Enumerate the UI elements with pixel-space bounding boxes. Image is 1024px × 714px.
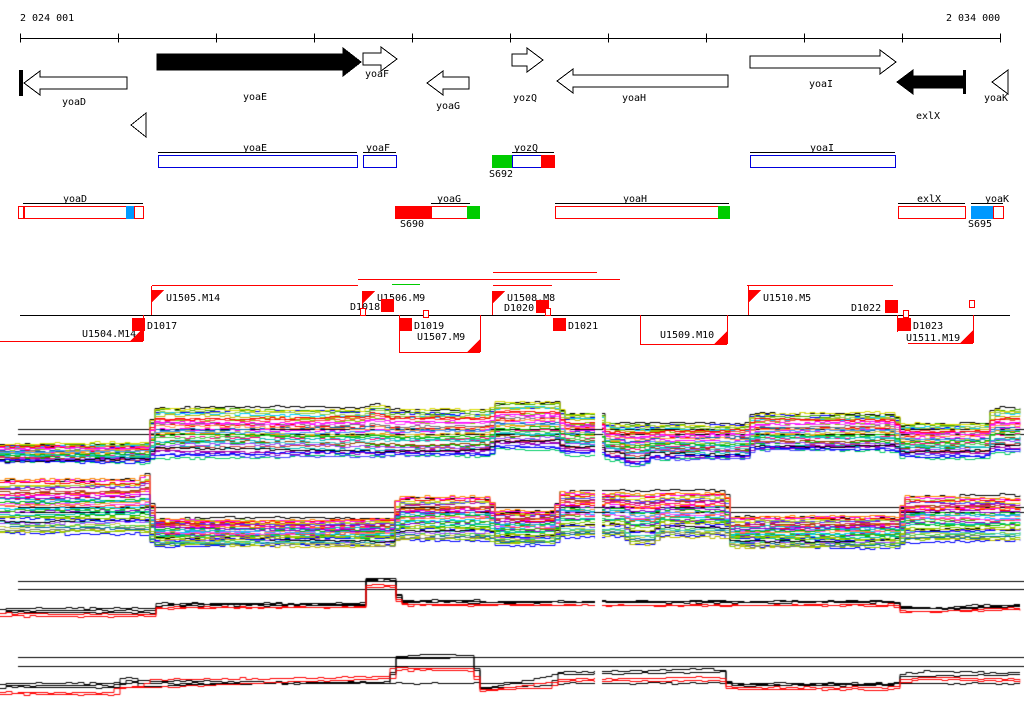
annotation-box-yoaD[interactable] (18, 206, 24, 219)
annotation-box-yozQ[interactable] (541, 155, 555, 168)
signal-label-S695: S695 (968, 219, 992, 230)
gene-label-yoaI: yoaI (809, 79, 833, 90)
baseline-tick (903, 310, 909, 318)
break-label-D1021: D1021 (568, 321, 598, 332)
gene-label-exlX: exlX (916, 111, 940, 122)
gene-arrow-yoaF[interactable] (362, 46, 398, 72)
annotation-box-yoaG[interactable] (431, 206, 468, 219)
annotation-box-yoaE[interactable] (158, 155, 358, 168)
segment-label-U1504.M14: U1504.M14 (82, 329, 136, 340)
annotation-label-yozQ: yozQ (514, 143, 538, 154)
gene-label-yozQ: yozQ (513, 93, 537, 104)
annotation-label-yoaE: yoaE (243, 143, 267, 154)
gene-label-yoaF: yoaF (365, 69, 389, 80)
break-label-D1017: D1017 (147, 321, 177, 332)
annotation-label-exlX: exlX (917, 194, 941, 205)
gene-arrow-yoaK[interactable] (991, 69, 1009, 95)
gene-label-yoaG: yoaG (436, 101, 460, 112)
break-marker-D1017[interactable] (132, 318, 145, 331)
segment-flag-U1506.M9[interactable] (362, 291, 375, 304)
annotation-label-yoaG: yoaG (437, 194, 461, 205)
segment-flag-U1510.M5[interactable] (748, 290, 761, 303)
gene-arrow-small[interactable] (130, 111, 147, 139)
break-label-D1018: D1018 (350, 302, 380, 313)
break-label-D1020: D1020 (504, 303, 534, 314)
segment-flag-U1508.M8[interactable] (492, 291, 505, 304)
annotation-box-exlX[interactable] (898, 206, 966, 219)
annotation-box-yoaD[interactable] (24, 206, 127, 219)
break-label-D1019: D1019 (414, 321, 444, 332)
break-label-D1023: D1023 (913, 321, 943, 332)
signal-label-S690: S690 (400, 219, 424, 230)
ruler-start-coordinate: 2 024 001 (20, 13, 75, 24)
break-marker-D1023[interactable] (898, 318, 911, 331)
signal-label-S692: S692 (489, 169, 513, 180)
expression-panel-3 (0, 560, 1024, 630)
break-marker-D1022[interactable] (885, 300, 898, 313)
segment-flag-U1511.M19[interactable] (960, 330, 973, 343)
segment-flag-U1505.M14[interactable] (151, 290, 164, 303)
gene-cap-exlX (963, 70, 966, 94)
baseline-tick (423, 310, 429, 318)
gene-arrow-yoaH[interactable] (556, 68, 729, 94)
gene-arrow-yoaD[interactable] (23, 70, 128, 96)
segment-flag-U1507.M9[interactable] (467, 339, 480, 352)
gene-cap-yoaD (19, 70, 23, 96)
annotation-label-yoaH: yoaH (623, 194, 647, 205)
baseline-tick (360, 308, 366, 316)
annotation-box-yoaG[interactable] (395, 206, 432, 219)
gene-arrow-yoaG[interactable] (426, 70, 470, 96)
segment-label-U1508.M8: U1508.M8 (507, 293, 555, 304)
gene-label-yoaD: yoaD (62, 97, 86, 108)
gene-label-yoaK: yoaK (984, 93, 1008, 104)
expression-panel-4 (0, 640, 1024, 710)
baseline-tick (969, 300, 975, 308)
annotation-box-yoaH[interactable] (718, 206, 730, 219)
gene-arrow-yoaI[interactable] (749, 49, 897, 75)
annotation-label-yoaI: yoaI (810, 143, 834, 154)
expression-panel-2 (0, 470, 1024, 555)
gene-arrow-yoaE[interactable] (156, 46, 362, 78)
break-marker-D1019[interactable] (399, 318, 412, 331)
segment-label-U1505.M14: U1505.M14 (166, 293, 220, 304)
baseline-tick (545, 308, 551, 316)
annotation-box-yoaI[interactable] (750, 155, 896, 168)
annotation-box-yoaK[interactable] (993, 206, 1004, 219)
segment-label-U1509.M10: U1509.M10 (660, 330, 714, 341)
segment-label-U1510.M5: U1510.M5 (763, 293, 811, 304)
annotation-box-yoaF[interactable] (363, 155, 397, 168)
ruler-end-coordinate: 2 034 000 (946, 13, 1001, 24)
annotation-box-yozQ[interactable] (492, 155, 513, 168)
gene-label-yoaE: yoaE (243, 92, 267, 103)
expression-panel-1 (0, 395, 1024, 470)
segment-flag-U1504.M14[interactable] (130, 328, 143, 341)
break-marker-D1021[interactable] (553, 318, 566, 331)
annotation-label-yoaF: yoaF (366, 143, 390, 154)
segment-label-U1506.M9: U1506.M9 (377, 293, 425, 304)
annotation-box-yoaD[interactable] (134, 206, 144, 219)
annotation-label-yoaK: yoaK (985, 194, 1009, 205)
annotation-box-yozQ[interactable] (512, 155, 542, 168)
annotation-label-yoaD: yoaD (63, 194, 87, 205)
segment-flag-U1509.M10[interactable] (714, 331, 727, 344)
annotation-box-yoaG[interactable] (467, 206, 480, 219)
break-label-D1022: D1022 (851, 303, 881, 314)
annotation-box-yoaD[interactable] (126, 206, 135, 219)
gene-arrow-yozQ[interactable] (511, 47, 544, 73)
segment-label-U1511.M19: U1511.M19 (906, 333, 960, 344)
gene-arrow-exlX[interactable] (896, 69, 966, 95)
break-marker-D1018[interactable] (381, 299, 394, 312)
gene-label-yoaH: yoaH (622, 93, 646, 104)
annotation-box-yoaK[interactable] (971, 206, 994, 219)
segment-label-U1507.M9: U1507.M9 (417, 332, 465, 343)
annotation-box-yoaH[interactable] (555, 206, 719, 219)
